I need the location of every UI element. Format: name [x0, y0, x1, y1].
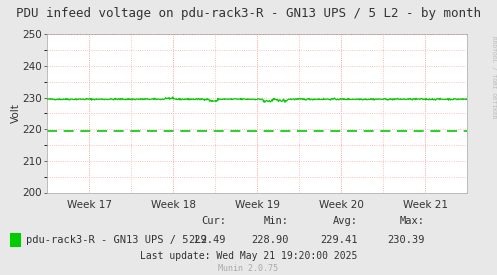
Text: RRDTOOL / TOBI OETIKER: RRDTOOL / TOBI OETIKER [491, 36, 496, 118]
Text: 230.39: 230.39 [388, 235, 425, 245]
Text: Min:: Min: [263, 216, 288, 226]
Text: Avg:: Avg: [333, 216, 358, 226]
Text: Last update: Wed May 21 19:20:00 2025: Last update: Wed May 21 19:20:00 2025 [140, 251, 357, 261]
Text: Max:: Max: [400, 216, 425, 226]
Text: 229.49: 229.49 [189, 235, 226, 245]
Text: 229.41: 229.41 [321, 235, 358, 245]
Text: Cur:: Cur: [201, 216, 226, 226]
Text: 228.90: 228.90 [251, 235, 288, 245]
Text: Munin 2.0.75: Munin 2.0.75 [219, 265, 278, 273]
Text: pdu-rack3-R - GN13 UPS / 5 L2: pdu-rack3-R - GN13 UPS / 5 L2 [26, 235, 207, 245]
Text: PDU infeed voltage on pdu-rack3-R - GN13 UPS / 5 L2 - by month: PDU infeed voltage on pdu-rack3-R - GN13… [16, 7, 481, 20]
Y-axis label: Volt: Volt [10, 103, 20, 123]
